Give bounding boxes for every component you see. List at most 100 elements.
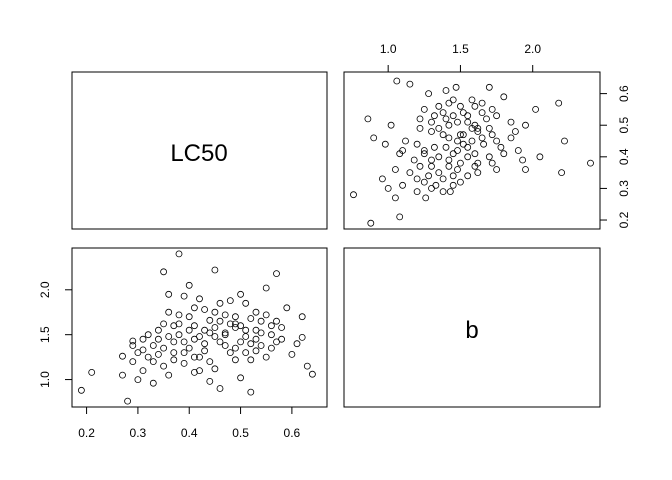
data-point-upper	[456, 178, 464, 186]
data-point-upper	[483, 115, 490, 123]
data-point-upper	[442, 115, 450, 123]
data-point-upper	[428, 162, 435, 170]
data-point-upper	[428, 156, 435, 164]
data-point-upper	[507, 134, 515, 142]
data-point-lower	[185, 281, 193, 289]
data-point-upper	[420, 178, 428, 186]
data-point-upper	[471, 102, 479, 110]
data-point-upper	[420, 150, 428, 158]
diagonal-label-b: b	[465, 317, 478, 344]
data-point-upper	[497, 143, 505, 151]
data-point-upper	[399, 181, 407, 189]
data-point-lower	[78, 386, 85, 394]
data-point-lower	[149, 358, 157, 366]
data-point-upper	[474, 128, 482, 135]
data-point-lower	[129, 337, 137, 345]
data-point-upper	[416, 124, 424, 132]
data-point-upper	[445, 156, 453, 164]
data-point-lower	[190, 322, 198, 330]
tick-label: 0.3	[130, 426, 147, 440]
data-point-lower	[144, 353, 152, 361]
data-point-upper	[413, 188, 421, 196]
data-point-upper	[459, 140, 467, 148]
data-point-lower	[154, 326, 162, 334]
panel-bottom-right	[343, 247, 601, 408]
data-point-upper	[456, 159, 464, 167]
tick-label: 2.0	[38, 281, 52, 298]
data-point-upper	[432, 181, 440, 189]
data-point-lower	[201, 340, 209, 348]
left-axis: 1.0 1.5 2.0	[38, 281, 73, 388]
data-point-upper	[512, 128, 519, 135]
data-point-lower	[185, 326, 193, 334]
data-point-lower	[293, 340, 301, 348]
data-point-upper	[488, 131, 496, 139]
data-point-lower	[160, 362, 168, 370]
data-point-upper	[454, 137, 461, 145]
data-point-upper	[416, 115, 424, 123]
bottom-axis: 0.2 0.3 0.4 0.5 0.6	[78, 406, 301, 440]
data-point-lower	[175, 331, 183, 339]
data-point-lower	[165, 290, 173, 298]
data-point-upper	[452, 83, 460, 91]
data-point-upper	[468, 96, 476, 104]
data-point-lower	[252, 308, 260, 316]
data-point-lower	[201, 306, 209, 313]
data-point-lower	[288, 350, 296, 358]
data-point-lower	[196, 333, 203, 340]
data-point-upper	[449, 181, 457, 189]
data-point-lower	[237, 338, 245, 346]
data-point-lower	[257, 342, 265, 349]
data-point-upper	[449, 112, 457, 120]
data-point-lower	[149, 379, 157, 387]
tick-label: 0.5	[232, 426, 249, 440]
data-point-upper	[439, 188, 447, 196]
data-point-upper	[350, 191, 357, 199]
tick-label: 0.2	[617, 211, 631, 228]
data-point-upper	[420, 147, 428, 154]
data-point-upper	[454, 166, 461, 173]
data-point-lower	[175, 311, 183, 319]
data-point-upper	[558, 169, 565, 177]
data-point-lower	[211, 266, 219, 274]
data-point-lower	[149, 342, 157, 349]
data-point-upper	[420, 106, 428, 113]
tick-label: 0.2	[78, 426, 95, 440]
data-point-upper	[435, 102, 443, 110]
data-point-upper	[500, 150, 508, 158]
data-point-upper	[485, 153, 493, 161]
tick-label: 0.6	[617, 85, 631, 102]
data-point-lower	[247, 388, 255, 396]
data-point-lower	[242, 326, 250, 334]
diagonal-label-lc50: LC50	[170, 140, 227, 167]
data-point-lower	[308, 370, 316, 378]
data-point-upper	[393, 77, 401, 85]
data-point-lower	[298, 313, 306, 321]
data-point-lower	[180, 292, 188, 300]
data-point-lower	[252, 347, 260, 355]
data-point-upper	[493, 137, 501, 145]
data-point-upper	[445, 99, 453, 107]
data-point-upper	[425, 90, 433, 97]
data-point-lower	[160, 320, 168, 328]
tick-label: 1.0	[38, 371, 52, 388]
data-point-upper	[468, 137, 476, 145]
data-point-upper	[425, 172, 433, 180]
data-point-upper	[391, 194, 399, 202]
data-point-lower	[160, 344, 168, 352]
data-point-lower	[216, 385, 224, 392]
data-point-upper	[449, 150, 457, 158]
data-point-lower	[216, 299, 224, 307]
data-point-upper	[561, 137, 568, 145]
data-point-upper	[514, 147, 522, 154]
data-point-lower	[124, 397, 131, 405]
data-point-lower	[134, 349, 142, 357]
data-point-upper	[555, 99, 563, 107]
data-point-upper	[500, 93, 508, 101]
data-point-upper	[587, 159, 594, 167]
tick-label: 1.5	[452, 42, 469, 56]
data-point-upper	[456, 131, 464, 139]
data-point-lower	[216, 338, 224, 346]
data-point-lower	[206, 358, 214, 366]
